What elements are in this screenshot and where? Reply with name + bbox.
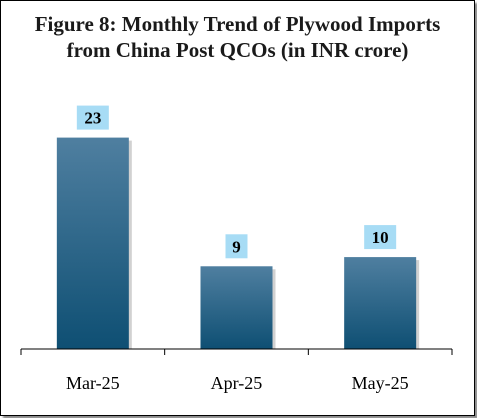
- bar-apr-25: [200, 266, 273, 349]
- x-tick-label: May-25: [352, 373, 409, 393]
- data-label: 9: [232, 237, 241, 256]
- data-label-box: [225, 234, 248, 259]
- x-axis: Mar-25 Apr-25 May-25: [20, 348, 453, 393]
- data-label: 23: [84, 109, 101, 128]
- chart-title: Figure 8: Monthly Trend of Plywood Impor…: [34, 12, 441, 62]
- x-tick-label: Mar-25: [66, 373, 120, 393]
- data-label-box: [76, 105, 109, 130]
- x-tick-label: Apr-25: [211, 373, 263, 393]
- bar-may-25: [344, 257, 417, 349]
- data-label: 10: [372, 228, 389, 247]
- data-label-box: [364, 225, 397, 250]
- bar-mar-25: [56, 137, 129, 349]
- data-labels-group: 23 9 10: [76, 105, 397, 259]
- bars-group: [56, 137, 420, 349]
